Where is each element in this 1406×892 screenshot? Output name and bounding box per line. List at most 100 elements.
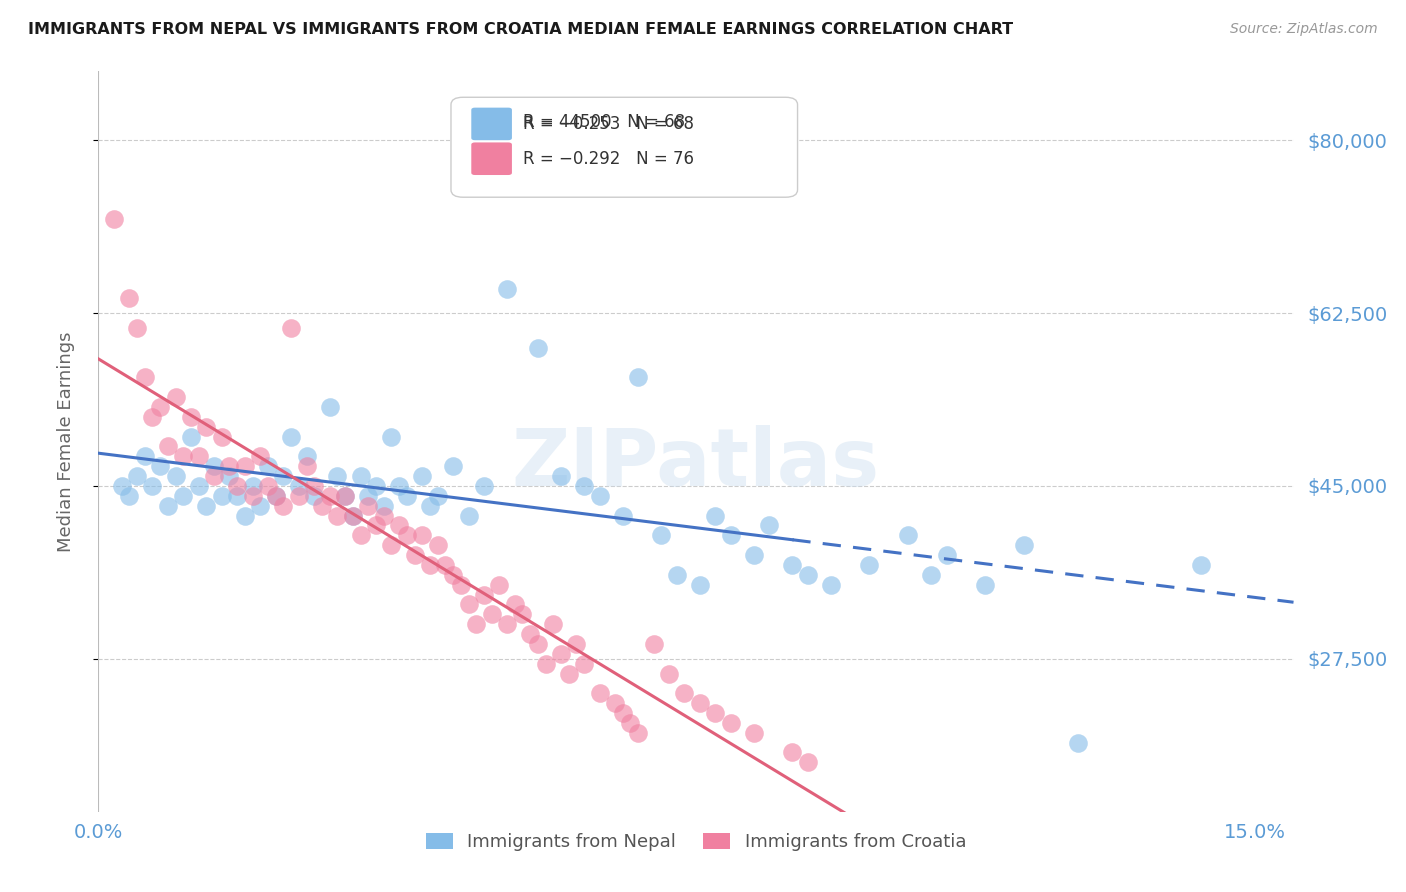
Point	[534, 657, 557, 671]
Point	[342, 508, 364, 523]
Point	[441, 567, 464, 582]
Point	[512, 607, 534, 622]
Point	[974, 577, 997, 591]
Point	[503, 598, 526, 612]
Point	[472, 479, 495, 493]
Point	[658, 666, 681, 681]
Point	[897, 528, 920, 542]
Point	[935, 548, 957, 562]
Point	[273, 469, 295, 483]
Point	[411, 469, 433, 483]
Point	[319, 400, 342, 414]
Point	[349, 528, 371, 542]
Point	[141, 409, 163, 424]
Point	[211, 489, 233, 503]
Point	[233, 459, 256, 474]
Point	[720, 528, 742, 542]
Point	[125, 469, 148, 483]
Point	[612, 706, 634, 720]
Point	[627, 725, 650, 739]
Point	[180, 409, 202, 424]
Point	[134, 370, 156, 384]
Point	[156, 440, 179, 454]
Text: R = −0.292   N = 76: R = −0.292 N = 76	[523, 150, 693, 168]
Point	[395, 489, 418, 503]
Point	[527, 637, 550, 651]
Point	[333, 489, 356, 503]
Point	[141, 479, 163, 493]
Point	[797, 756, 820, 770]
Point	[295, 450, 318, 464]
Text: IMMIGRANTS FROM NEPAL VS IMMIGRANTS FROM CROATIA MEDIAN FEMALE EARNINGS CORRELAT: IMMIGRANTS FROM NEPAL VS IMMIGRANTS FROM…	[28, 22, 1014, 37]
Point	[797, 567, 820, 582]
Point	[426, 489, 449, 503]
Point	[249, 450, 271, 464]
FancyBboxPatch shape	[471, 143, 512, 175]
Point	[257, 479, 280, 493]
Point	[311, 499, 333, 513]
Point	[481, 607, 503, 622]
Point	[149, 459, 172, 474]
Point	[450, 577, 472, 591]
Point	[388, 479, 411, 493]
Point	[165, 390, 187, 404]
Point	[295, 459, 318, 474]
Point	[465, 617, 488, 632]
Point	[264, 489, 287, 503]
Point	[627, 370, 650, 384]
Point	[134, 450, 156, 464]
Point	[380, 538, 402, 552]
Text: Source: ZipAtlas.com: Source: ZipAtlas.com	[1230, 22, 1378, 37]
Point	[558, 666, 581, 681]
Point	[226, 489, 249, 503]
Point	[357, 499, 380, 513]
Point	[720, 715, 742, 730]
Point	[411, 528, 433, 542]
Point	[758, 518, 780, 533]
Point	[858, 558, 880, 572]
Text: R = 44500   N = 68: R = 44500 N = 68	[523, 113, 685, 131]
Point	[349, 469, 371, 483]
Point	[118, 489, 141, 503]
Point	[211, 429, 233, 443]
Point	[249, 499, 271, 513]
Point	[619, 715, 641, 730]
Point	[202, 459, 225, 474]
Point	[395, 528, 418, 542]
Point	[742, 548, 765, 562]
Point	[572, 657, 595, 671]
Point	[496, 281, 519, 295]
Point	[288, 479, 311, 493]
Point	[257, 459, 280, 474]
Point	[643, 637, 665, 651]
Point	[550, 647, 572, 661]
Point	[457, 598, 479, 612]
Point	[373, 499, 395, 513]
Point	[704, 508, 727, 523]
Point	[110, 479, 132, 493]
Point	[612, 508, 634, 523]
Point	[304, 489, 326, 503]
Legend: Immigrants from Nepal, Immigrants from Croatia: Immigrants from Nepal, Immigrants from C…	[419, 825, 973, 858]
Point	[426, 538, 449, 552]
Point	[742, 725, 765, 739]
Point	[195, 499, 218, 513]
Point	[364, 479, 387, 493]
Point	[304, 479, 326, 493]
Point	[319, 489, 342, 503]
Point	[380, 429, 402, 443]
Point	[496, 617, 519, 632]
Point	[820, 577, 842, 591]
Point	[165, 469, 187, 483]
Point	[103, 212, 125, 227]
Point	[149, 400, 172, 414]
Point	[280, 429, 302, 443]
Point	[472, 588, 495, 602]
Point	[172, 450, 194, 464]
Point	[588, 686, 610, 700]
Point	[125, 321, 148, 335]
Text: ZIPatlas: ZIPatlas	[512, 425, 880, 503]
Point	[920, 567, 942, 582]
Point	[388, 518, 411, 533]
Point	[673, 686, 696, 700]
